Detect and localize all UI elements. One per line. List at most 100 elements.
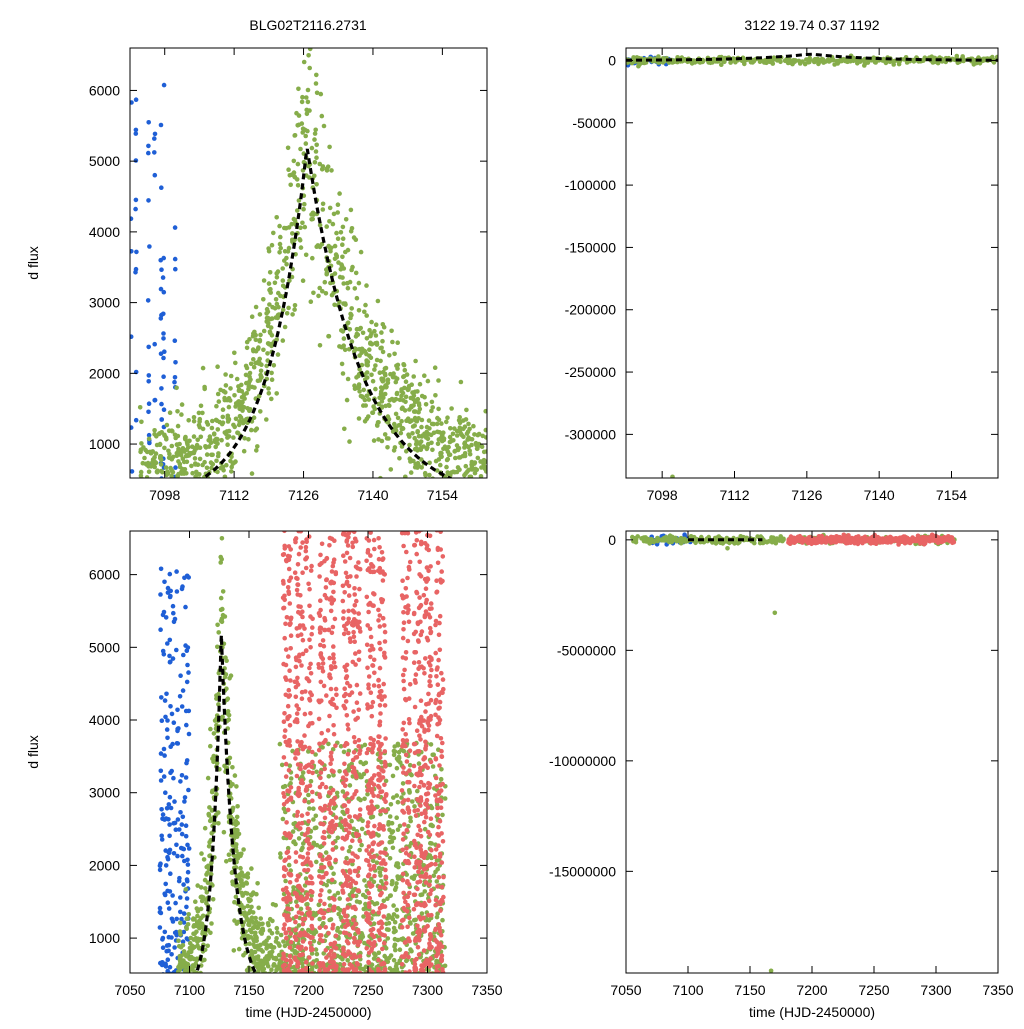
point-green [452,426,457,431]
point-blue [163,790,168,795]
point-blue [183,795,188,800]
point-green [353,386,358,391]
point-blue [174,917,179,922]
point-green [305,32,310,37]
point-green [215,441,220,446]
point-green [348,845,353,850]
point-red [376,618,381,623]
point-red [329,751,334,756]
point-green [284,226,289,231]
point-green [303,134,308,139]
point-green [401,781,406,786]
point-red [356,560,361,565]
point-red [368,921,373,926]
point-red [413,751,418,756]
point-green [230,782,235,787]
point-green [298,147,303,152]
point-green [302,202,307,207]
point-blue [163,882,168,887]
point-green [187,976,192,981]
point-green [412,804,417,809]
point-green [301,126,306,131]
point-green [448,482,453,487]
point-green [282,806,287,811]
point-green [259,948,264,953]
point-blue [175,589,180,594]
point-green [187,439,192,444]
point-blue [174,843,179,848]
point-green [207,844,212,849]
point-red [334,693,339,698]
point-green [388,814,393,819]
point-green [251,920,256,925]
point-green [293,949,298,954]
point-blue [176,817,181,822]
point-red [435,884,440,889]
point-red [298,545,303,550]
point-blue [159,567,164,572]
point-red [306,827,311,832]
point-red [345,834,350,839]
point-red [419,847,424,852]
point-blue [178,779,183,784]
point-green [213,480,218,485]
point-green [173,433,178,438]
point-red [383,703,388,708]
point-green [394,412,399,417]
point-green [422,433,427,438]
point-green [424,402,429,407]
point-green [413,359,418,364]
point-red [326,728,331,733]
point-green [391,829,396,834]
point-red [329,664,334,669]
point-red [348,574,353,579]
points-bottom-left [158,482,448,1024]
point-green [438,451,443,456]
point-blue [158,861,163,866]
point-red [351,758,356,763]
point-green [227,405,232,410]
point-green [203,504,208,509]
point-green [183,973,188,978]
point-blue [169,806,174,811]
point-green [186,922,191,927]
point-green [431,476,436,481]
point-green [203,826,208,831]
point-blue [172,945,177,950]
point-green [339,262,344,267]
point-blue [134,267,139,272]
point-green [328,206,333,211]
point-green [408,819,413,824]
point-blue [134,198,139,203]
point-green [419,446,424,451]
point-red [334,570,339,575]
point-red [422,948,427,953]
point-red [413,680,418,685]
point-green [374,322,379,327]
point-red [348,951,353,956]
point-green [292,217,297,222]
point-green [369,320,374,325]
point-green [265,307,270,312]
point-green [262,975,267,980]
point-red [382,885,387,890]
point-green [206,812,211,817]
point-red [403,732,408,737]
point-blue [185,896,190,901]
point-green [384,366,389,371]
point-blue [163,893,168,898]
point-blue [173,375,178,380]
point-green [359,775,364,780]
point-green [789,61,794,66]
point-red [343,769,348,774]
point-blue [186,575,191,580]
point-green [778,60,783,65]
point-green [249,428,254,433]
point-red [324,785,329,790]
point-green [246,897,251,902]
point-green [357,416,362,421]
point-red [439,749,444,754]
point-green [302,3,307,8]
point-green [193,899,198,904]
point-blue [147,441,152,446]
